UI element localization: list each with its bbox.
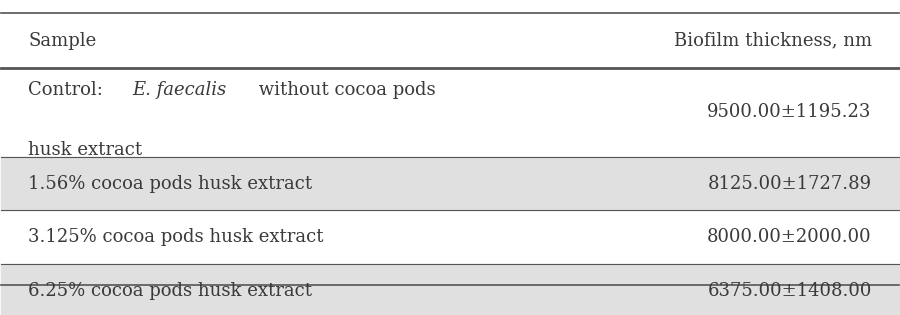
Text: 9500.00±1195.23: 9500.00±1195.23 <box>707 103 872 122</box>
Text: 1.56% cocoa pods husk extract: 1.56% cocoa pods husk extract <box>28 175 312 192</box>
Text: Sample: Sample <box>28 32 96 49</box>
Text: Control:: Control: <box>28 81 109 99</box>
Text: without cocoa pods: without cocoa pods <box>253 81 436 99</box>
Bar <box>2 157 898 210</box>
Text: 3.125% cocoa pods husk extract: 3.125% cocoa pods husk extract <box>28 228 324 246</box>
Text: 6375.00±1408.00: 6375.00±1408.00 <box>707 282 872 300</box>
Bar <box>2 264 898 315</box>
Text: Biofilm thickness, nm: Biofilm thickness, nm <box>673 32 872 49</box>
Text: 8125.00±1727.89: 8125.00±1727.89 <box>707 175 872 192</box>
Text: 6.25% cocoa pods husk extract: 6.25% cocoa pods husk extract <box>28 282 312 300</box>
Text: husk extract: husk extract <box>28 141 142 159</box>
Text: E. faecalis: E. faecalis <box>132 81 226 99</box>
Text: 8000.00±2000.00: 8000.00±2000.00 <box>707 228 872 246</box>
